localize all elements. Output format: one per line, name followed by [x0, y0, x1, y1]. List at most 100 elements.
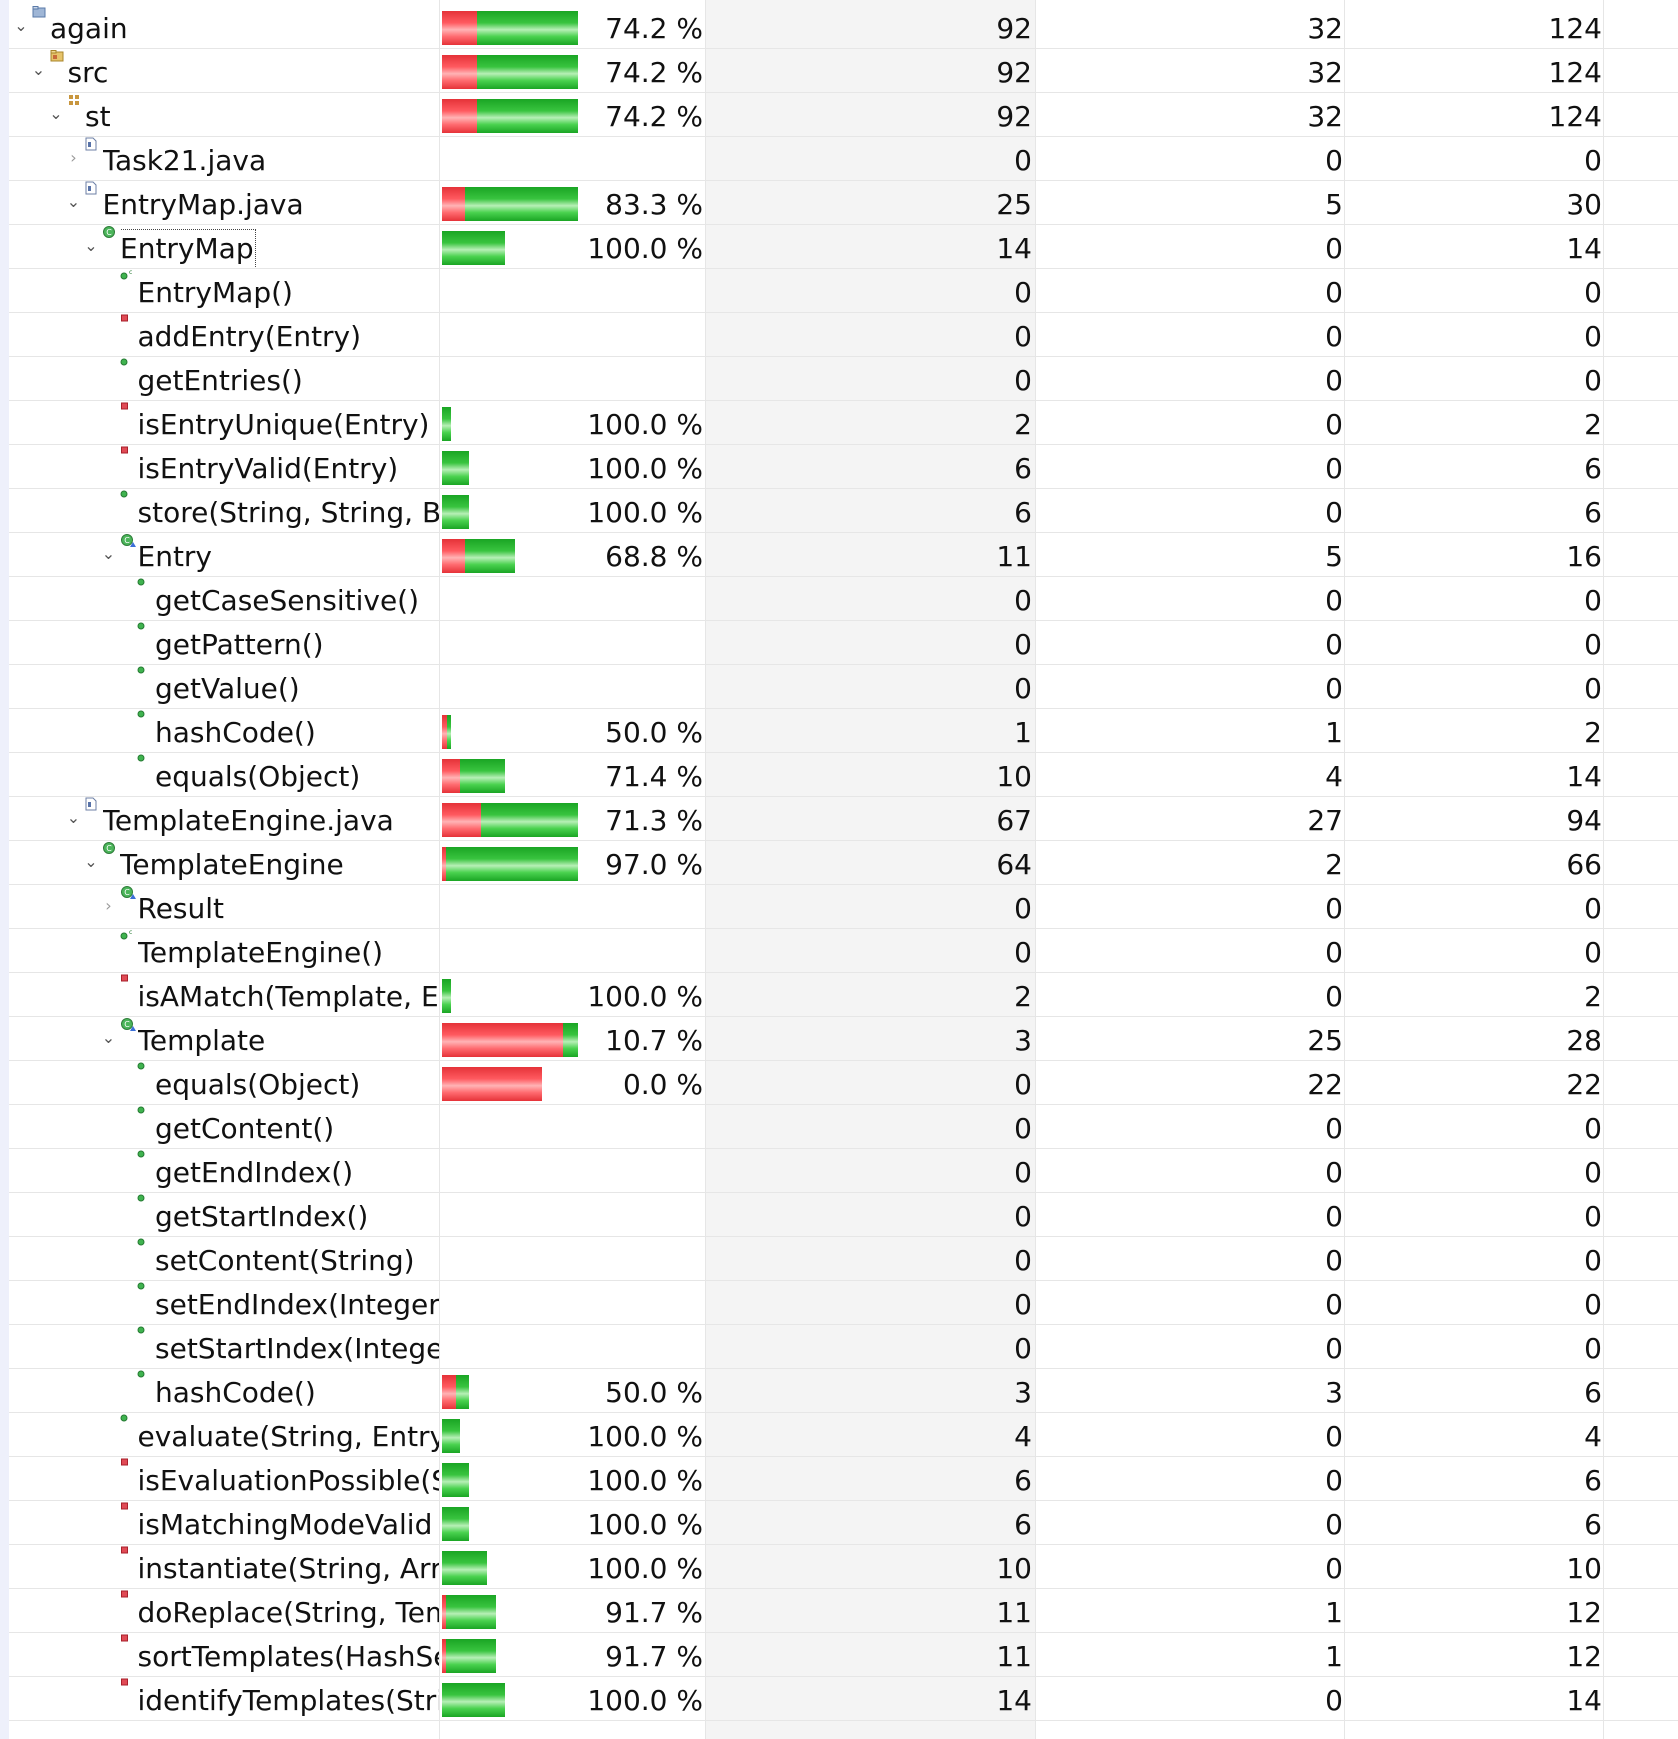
chevron-down-icon[interactable]: ⌄ — [101, 544, 116, 563]
total-instructions: 12 — [1566, 1596, 1602, 1629]
element-name[interactable]: isEvaluationPossible(S — [137, 1464, 440, 1497]
element-name[interactable]: equals(Object) — [155, 760, 361, 793]
element-name[interactable]: getCaseSensitive() — [155, 584, 420, 617]
element-name[interactable]: doReplace(String, Tem — [137, 1596, 440, 1629]
element-name[interactable]: identifyTemplates(Stri — [137, 1684, 440, 1717]
tree-row[interactable]: addEntry(Entry) 0 0 0 — [0, 313, 1678, 357]
tree-row[interactable]: sortTemplates(HashSe 91.7 % 11 1 12 — [0, 1633, 1678, 1677]
tree-row[interactable]: getPattern() 0 0 0 — [0, 621, 1678, 665]
tree-row[interactable]: ⌄ again 74.2 % 92 32 124 — [0, 5, 1678, 49]
chevron-down-icon[interactable]: ⌄ — [101, 1028, 116, 1047]
chevron-right-icon[interactable]: › — [105, 896, 112, 915]
element-name[interactable]: equals(Object) — [155, 1068, 361, 1101]
element-name[interactable]: EntryMap — [120, 229, 256, 269]
element-name[interactable]: setContent(String) — [155, 1244, 415, 1277]
element-name[interactable]: Result — [137, 892, 225, 925]
element-name[interactable]: src — [67, 56, 109, 89]
element-name[interactable]: EntryMap.java — [102, 188, 304, 221]
tree-row[interactable]: getCaseSensitive() 0 0 0 — [0, 577, 1678, 621]
element-name[interactable]: Template — [137, 1024, 266, 1057]
tree-row[interactable]: getStartIndex() 0 0 0 — [0, 1193, 1678, 1237]
covered-instructions: 0 — [1014, 1112, 1032, 1145]
element-name[interactable]: getEndIndex() — [155, 1156, 354, 1189]
tree-row[interactable]: ⌄ EntryMap.java 83.3 % 25 5 30 — [0, 181, 1678, 225]
element-name[interactable]: TemplateEngine() — [137, 936, 384, 969]
tree-row[interactable]: › Task21.java 0 0 0 — [0, 137, 1678, 181]
element-name[interactable]: hashCode() — [155, 1376, 316, 1409]
tree-row[interactable]: ⌄ C Entry 68.8 % 11 5 16 — [0, 533, 1678, 577]
element-name[interactable]: isAMatch(Template, Er — [137, 980, 440, 1013]
tree-row[interactable]: doReplace(String, Tem 91.7 % 11 1 12 — [0, 1589, 1678, 1633]
covered-instructions: 6 — [1014, 496, 1032, 529]
coverage-bar-missed — [442, 715, 447, 749]
coverage-bar — [442, 1507, 469, 1541]
chevron-down-icon[interactable]: ⌄ — [84, 852, 98, 871]
element-name[interactable]: again — [50, 12, 128, 45]
element-name[interactable]: sortTemplates(HashSe — [137, 1640, 440, 1673]
tree-row[interactable]: isAMatch(Template, Er 100.0 % 2 0 2 — [0, 973, 1678, 1017]
element-name[interactable]: EntryMap() — [137, 276, 293, 309]
element-name[interactable]: isEntryValid(Entry) — [137, 452, 399, 485]
element-name[interactable]: instantiate(String, Arra — [137, 1552, 440, 1585]
element-name[interactable]: store(String, String, Bc — [137, 496, 440, 529]
tree-row[interactable]: isEntryValid(Entry) 100.0 % 6 0 6 — [0, 445, 1678, 489]
coverage-percent: 83.3 % — [605, 188, 703, 221]
public-method-icon — [137, 753, 151, 769]
tree-row[interactable]: getEndIndex() 0 0 0 — [0, 1149, 1678, 1193]
chevron-right-icon[interactable]: › — [70, 148, 77, 167]
element-name[interactable]: getEntries() — [137, 364, 303, 397]
element-name[interactable]: setEndIndex(Integer) — [155, 1288, 439, 1321]
coverage-bar-missed — [442, 803, 481, 837]
element-name[interactable]: getPattern() — [155, 628, 324, 661]
tree-row[interactable]: c EntryMap() 0 0 0 — [0, 269, 1678, 313]
element-name[interactable]: Entry — [137, 540, 213, 573]
covered-instructions: 14 — [996, 232, 1032, 265]
total-instructions: 2 — [1584, 408, 1602, 441]
tree-row[interactable]: setEndIndex(Integer) 0 0 0 — [0, 1281, 1678, 1325]
tree-row[interactable]: instantiate(String, Arra 100.0 % 10 0 10 — [0, 1545, 1678, 1589]
tree-row[interactable]: getContent() 0 0 0 — [0, 1105, 1678, 1149]
element-name[interactable]: getContent() — [155, 1112, 335, 1145]
element-name[interactable]: isEntryUnique(Entry) — [137, 408, 430, 441]
tree-row[interactable]: getValue() 0 0 0 — [0, 665, 1678, 709]
element-name[interactable]: TemplateEngine — [120, 848, 344, 881]
tree-row[interactable]: ⌄ st 74.2 % 92 32 124 — [0, 93, 1678, 137]
element-name[interactable]: TemplateEngine.java — [102, 804, 394, 837]
chevron-down-icon[interactable]: ⌄ — [66, 192, 81, 211]
tree-row[interactable]: hashCode() 50.0 % 3 3 6 — [0, 1369, 1678, 1413]
tree-row[interactable]: identifyTemplates(Stri 100.0 % 14 0 14 — [0, 1677, 1678, 1721]
element-name[interactable]: evaluate(String, EntryN — [137, 1420, 440, 1453]
chevron-down-icon[interactable]: ⌄ — [84, 236, 98, 255]
tree-row[interactable]: isEvaluationPossible(S 100.0 % 6 0 6 — [0, 1457, 1678, 1501]
element-name[interactable]: isMatchingModeValid — [137, 1508, 433, 1541]
tree-row[interactable]: ⌄ TemplateEngine.java 71.3 % 67 27 94 — [0, 797, 1678, 841]
tree-row[interactable]: ⌄ C EntryMap 100.0 % 14 0 14 — [0, 225, 1678, 269]
tree-row[interactable]: ⌄ src 74.2 % 92 32 124 — [0, 49, 1678, 93]
chevron-down-icon[interactable]: ⌄ — [31, 60, 46, 79]
tree-row[interactable]: store(String, String, Bc 100.0 % 6 0 6 — [0, 489, 1678, 533]
tree-row[interactable]: ⌄ C Template 10.7 % 3 25 28 — [0, 1017, 1678, 1061]
element-name[interactable]: hashCode() — [155, 716, 316, 749]
element-name[interactable]: addEntry(Entry) — [137, 320, 362, 353]
tree-row[interactable]: c TemplateEngine() 0 0 0 — [0, 929, 1678, 973]
chevron-down-icon[interactable]: ⌄ — [14, 16, 28, 35]
tree-row[interactable]: evaluate(String, EntryN 100.0 % 4 0 4 — [0, 1413, 1678, 1457]
chevron-down-icon[interactable]: ⌄ — [66, 808, 81, 827]
chevron-down-icon[interactable]: ⌄ — [49, 104, 63, 123]
tree-row[interactable]: isEntryUnique(Entry) 100.0 % 2 0 2 — [0, 401, 1678, 445]
tree-row[interactable]: › C Result 0 0 0 — [0, 885, 1678, 929]
coverage-tree[interactable]: ⌄ again 74.2 % 92 32 124 ⌄ src 74.2 % 92 32 124 ⌄ st 7… — [0, 5, 1678, 1721]
element-name[interactable]: getValue() — [155, 672, 300, 705]
tree-row[interactable]: equals(Object) 71.4 % 10 4 14 — [0, 753, 1678, 797]
tree-row[interactable]: ⌄ C TemplateEngine 97.0 % 64 2 66 — [0, 841, 1678, 885]
tree-row[interactable]: setContent(String) 0 0 0 — [0, 1237, 1678, 1281]
element-name[interactable]: Task21.java — [102, 144, 267, 177]
tree-row[interactable]: isMatchingModeValid 100.0 % 6 0 6 — [0, 1501, 1678, 1545]
tree-row[interactable]: equals(Object) 0.0 % 0 22 22 — [0, 1061, 1678, 1105]
element-name[interactable]: getStartIndex() — [155, 1200, 369, 1233]
element-name[interactable]: st — [85, 100, 111, 133]
element-name[interactable]: setStartIndex(Intege — [155, 1332, 439, 1365]
tree-row[interactable]: setStartIndex(Intege 0 0 0 — [0, 1325, 1678, 1369]
tree-row[interactable]: hashCode() 50.0 % 1 1 2 — [0, 709, 1678, 753]
tree-row[interactable]: getEntries() 0 0 0 — [0, 357, 1678, 401]
